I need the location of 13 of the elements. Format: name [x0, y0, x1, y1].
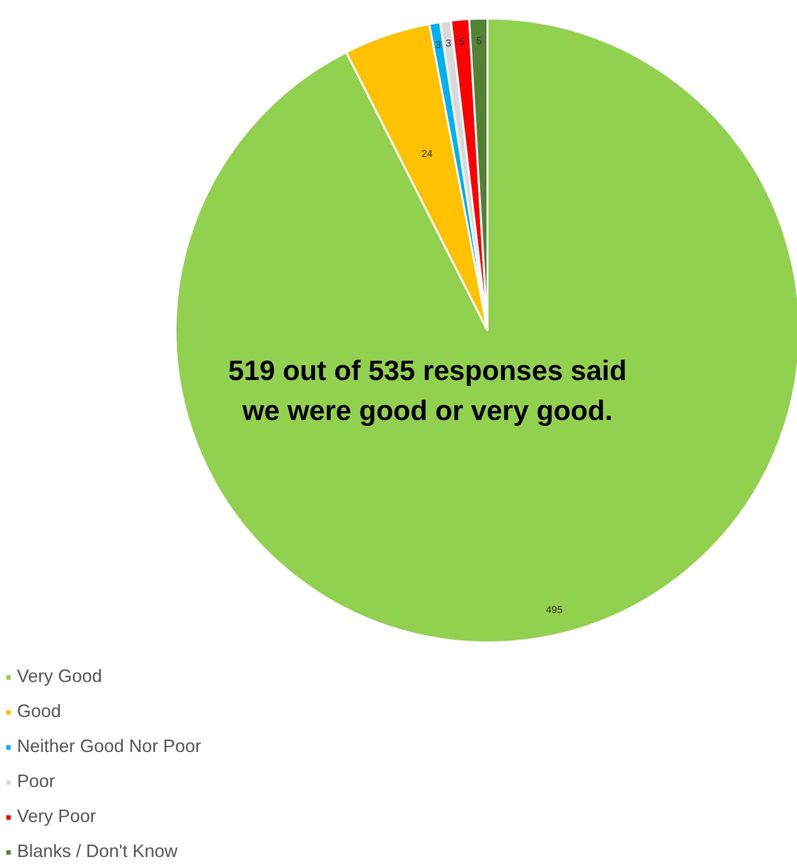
- legend-label: Very Poor: [17, 806, 96, 827]
- data-label: 3: [436, 40, 442, 52]
- legend-label: Good: [17, 701, 62, 722]
- data-label: 5: [459, 36, 466, 48]
- legend-label: Neither Good Nor Poor: [17, 736, 202, 757]
- data-label: 5: [476, 36, 482, 47]
- data-label: 495: [546, 605, 564, 616]
- legend-label: Poor: [17, 771, 56, 792]
- text: 519 out of 535 responses said we were good or very good.: [228, 354, 627, 426]
- legend-label: Very Good: [17, 666, 102, 687]
- legend-label: Blanks / Don't Know: [17, 841, 178, 862]
- data-label: 3: [446, 38, 452, 50]
- data-label: 24: [421, 148, 434, 160]
